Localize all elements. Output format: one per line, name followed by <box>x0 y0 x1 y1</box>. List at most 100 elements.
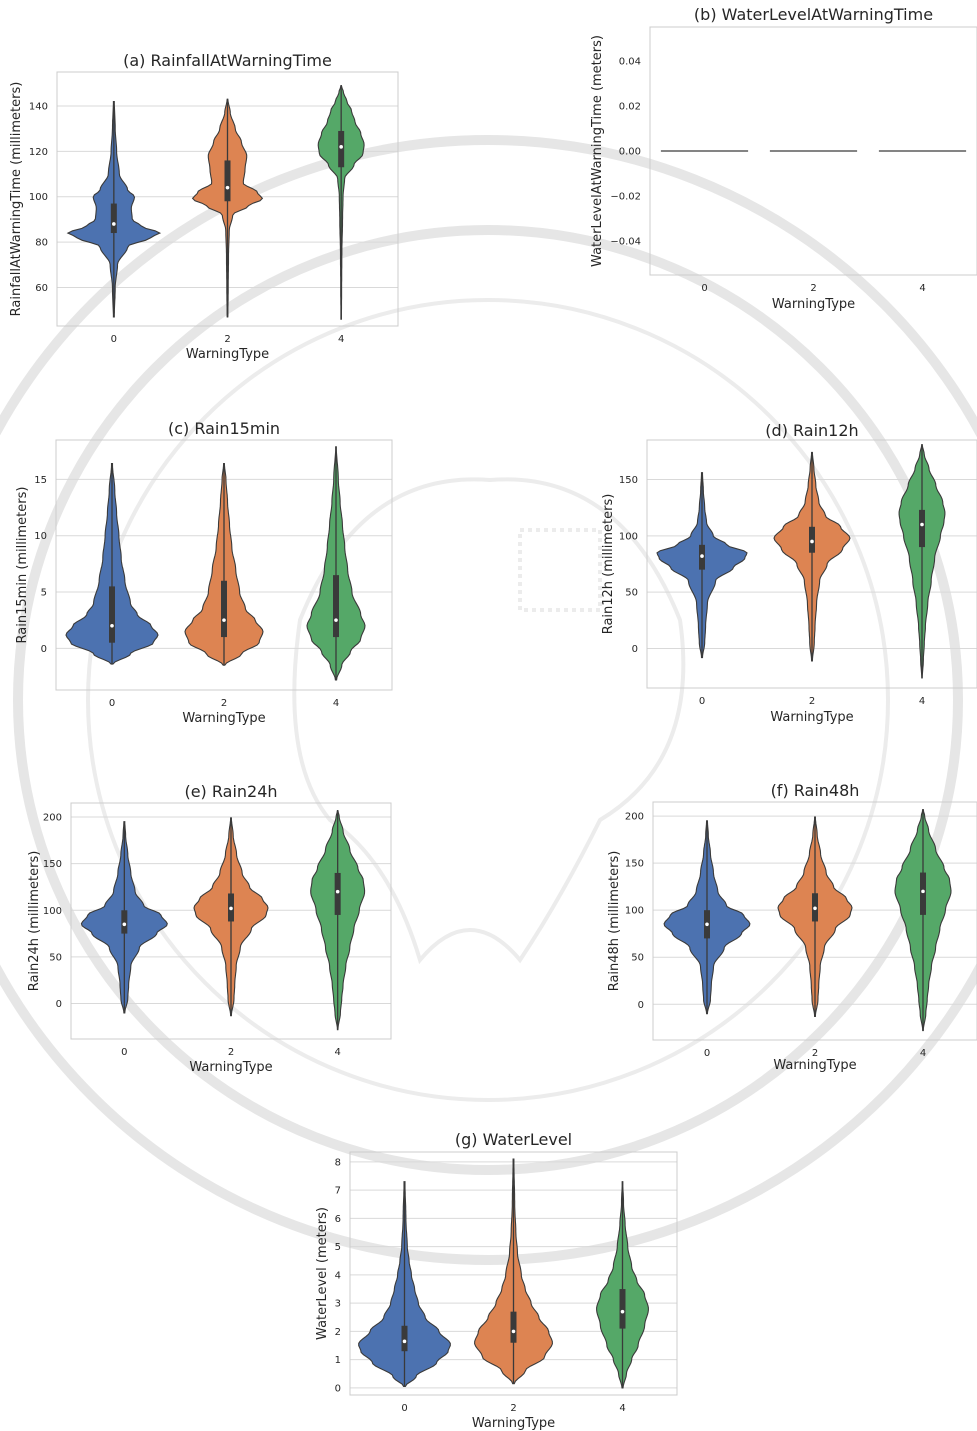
y-axis-label: Rain48h (millimeters) <box>607 851 622 992</box>
violin-median-4 <box>335 889 340 894</box>
x-axis-label: WarningType <box>186 347 269 362</box>
violin-median-0 <box>700 554 704 558</box>
violin-iqr-box-0 <box>109 586 115 643</box>
violin-median-2 <box>511 1329 516 1334</box>
violin-median-4 <box>920 522 924 527</box>
violin-median-4 <box>620 1309 625 1314</box>
violin-iqr-box-2 <box>510 1311 517 1343</box>
chart-title: (e) Rain24h <box>184 782 277 801</box>
violin-iqr-box-4 <box>334 872 341 915</box>
x-tick-label: 0 <box>401 1403 407 1414</box>
y-axis-label: WaterLevel (meters) <box>315 1207 330 1340</box>
y-tick-label: 1 <box>335 1355 341 1366</box>
y-tick-label: 60 <box>35 283 48 294</box>
y-tick-label: 150 <box>619 475 638 486</box>
violin-median-0 <box>110 624 114 628</box>
y-tick-label: 15 <box>34 475 47 486</box>
violin-iqr-box-2 <box>224 160 231 202</box>
x-tick-label: 2 <box>224 334 230 345</box>
x-tick-label: 4 <box>920 1048 926 1059</box>
y-tick-label: 100 <box>43 906 62 917</box>
plot-frame <box>649 26 977 276</box>
y-tick-label: 140 <box>29 102 48 113</box>
y-tick-label: 0 <box>56 999 62 1010</box>
y-tick-label: 0 <box>638 1000 644 1011</box>
chart-title: (a) RainfallAtWarningTime <box>123 51 332 70</box>
x-axis-label: WarningType <box>772 297 855 312</box>
y-tick-label: 100 <box>619 531 638 542</box>
y-tick-label: 3 <box>335 1299 341 1310</box>
x-tick-label: 2 <box>812 1048 818 1059</box>
plot-frame <box>646 439 977 689</box>
chart-title: (f) Rain48h <box>771 781 860 800</box>
x-axis-label: WarningType <box>770 710 853 725</box>
y-tick-label: 10 <box>34 531 47 542</box>
y-axis-label: RainfallAtWarningTime (millimeters) <box>9 82 24 317</box>
y-tick-label: 100 <box>625 906 644 917</box>
y-tick-label: 50 <box>631 953 644 964</box>
x-tick-label: 4 <box>333 698 339 709</box>
violin-panel-rain-24h: 0 50 100 150 200 0 2 4 (e) Rain24h WarningType Rai… <box>27 782 392 1075</box>
x-tick-label: 0 <box>109 698 115 709</box>
y-tick-label: 0 <box>41 644 47 655</box>
y-tick-label: 80 <box>35 238 48 249</box>
violin-iqr-box-0 <box>121 910 128 934</box>
y-tick-label: 0 <box>335 1383 341 1394</box>
x-tick-label: 4 <box>334 1047 340 1058</box>
y-tick-label: 0.00 <box>619 147 641 158</box>
x-tick-label: 0 <box>111 334 117 345</box>
violin-panel-water-level-at-warning-time: −0.04 −0.02 0.00 0.02 0.04 0 2 4 (b) WaterLevelA… <box>590 5 977 312</box>
chart-title: (g) WaterLevel <box>455 1130 572 1149</box>
violin-iqr-box-4 <box>333 575 339 638</box>
x-tick-label: 0 <box>699 696 705 707</box>
violin-median-2 <box>222 618 226 622</box>
y-tick-label: 7 <box>335 1186 341 1197</box>
plot-frame <box>349 1151 678 1396</box>
y-tick-label: 5 <box>41 588 47 599</box>
y-tick-label: −0.02 <box>610 192 641 203</box>
violin-iqr-box-4 <box>919 509 925 548</box>
plot-frame <box>55 439 393 691</box>
violin-median-4 <box>339 145 343 149</box>
violin-panel-rain-48h: 0 50 100 150 200 0 2 4 (f) Rain48h WarningType Rai… <box>607 781 977 1073</box>
y-tick-label: 200 <box>43 812 62 823</box>
violin-iqr-box-0 <box>401 1325 408 1352</box>
violin-median-0 <box>705 922 709 927</box>
y-tick-label: 2 <box>335 1327 341 1338</box>
y-tick-label: 150 <box>43 859 62 870</box>
x-tick-label: 2 <box>510 1403 516 1414</box>
x-tick-label: 0 <box>704 1048 710 1059</box>
violin-iqr-box-4 <box>338 130 345 168</box>
plot-frame <box>652 801 977 1041</box>
violin-median-0 <box>112 222 116 226</box>
x-tick-label: 4 <box>338 334 344 345</box>
x-tick-label: 2 <box>221 698 227 709</box>
x-axis-label: WarningType <box>189 1060 272 1075</box>
violin-panel-rain-15min: 0 5 10 15 0 2 4 (c) Rain15min WarningType Rain15m… <box>15 419 393 726</box>
violin-panel-water-level: 0 1 2 3 4 5 6 7 8 0 2 4 (g) WaterLevel WarningType Wat… <box>315 1130 678 1431</box>
y-tick-label: 6 <box>335 1214 341 1225</box>
violin-median-0 <box>122 922 127 927</box>
x-axis-label: WarningType <box>182 711 265 726</box>
violin-median-2 <box>810 539 814 544</box>
x-tick-label: 2 <box>810 283 816 294</box>
violin-median-0 <box>402 1339 407 1344</box>
y-tick-label: 8 <box>335 1157 341 1168</box>
x-axis-label: WarningType <box>773 1058 856 1073</box>
violin-median-2 <box>813 906 817 911</box>
y-tick-label: 50 <box>625 588 638 599</box>
y-axis-label: WaterLevelAtWarningTime (meters) <box>590 35 605 267</box>
violin-median-2 <box>225 185 230 190</box>
violin-median-2 <box>229 906 233 911</box>
plot-frame <box>70 802 392 1040</box>
y-tick-label: −0.04 <box>610 237 641 248</box>
y-tick-label: 120 <box>29 147 48 158</box>
x-tick-label: 0 <box>701 283 707 294</box>
y-tick-label: 100 <box>29 192 48 203</box>
x-tick-label: 2 <box>809 696 815 707</box>
violin-iqr-box-2 <box>221 580 227 638</box>
y-axis-label: Rain15min (millimeters) <box>15 487 30 644</box>
y-axis-label: Rain24h (millimeters) <box>27 851 42 992</box>
y-tick-label: 50 <box>49 952 62 963</box>
chart-title: (d) Rain12h <box>765 421 858 440</box>
